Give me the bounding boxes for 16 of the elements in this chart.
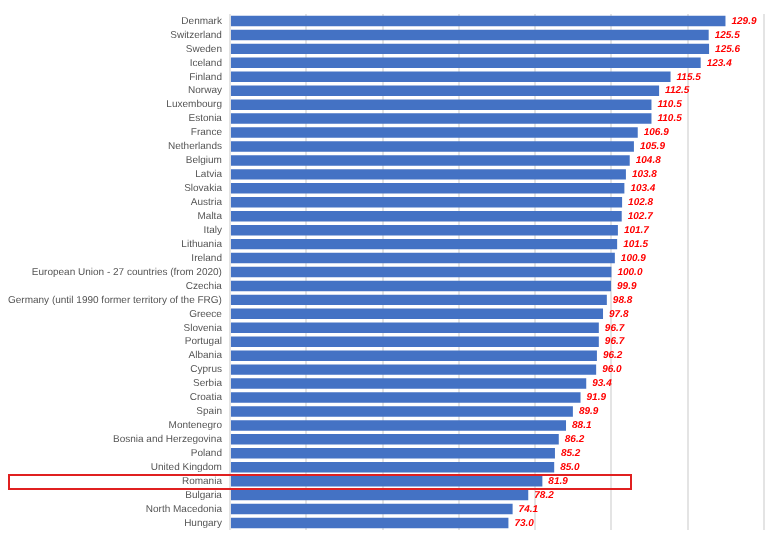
bar [230, 503, 513, 515]
bar [230, 57, 701, 69]
bar [230, 43, 710, 55]
bar [230, 280, 612, 292]
bar [230, 15, 726, 27]
bar [230, 322, 599, 334]
bar [230, 308, 604, 320]
bar [230, 238, 618, 250]
bar [230, 266, 612, 278]
bar [230, 489, 529, 501]
bar [230, 475, 543, 487]
bar [230, 517, 509, 529]
bar [230, 252, 615, 264]
bar [230, 294, 607, 306]
bar [230, 224, 618, 236]
bar [230, 29, 709, 41]
